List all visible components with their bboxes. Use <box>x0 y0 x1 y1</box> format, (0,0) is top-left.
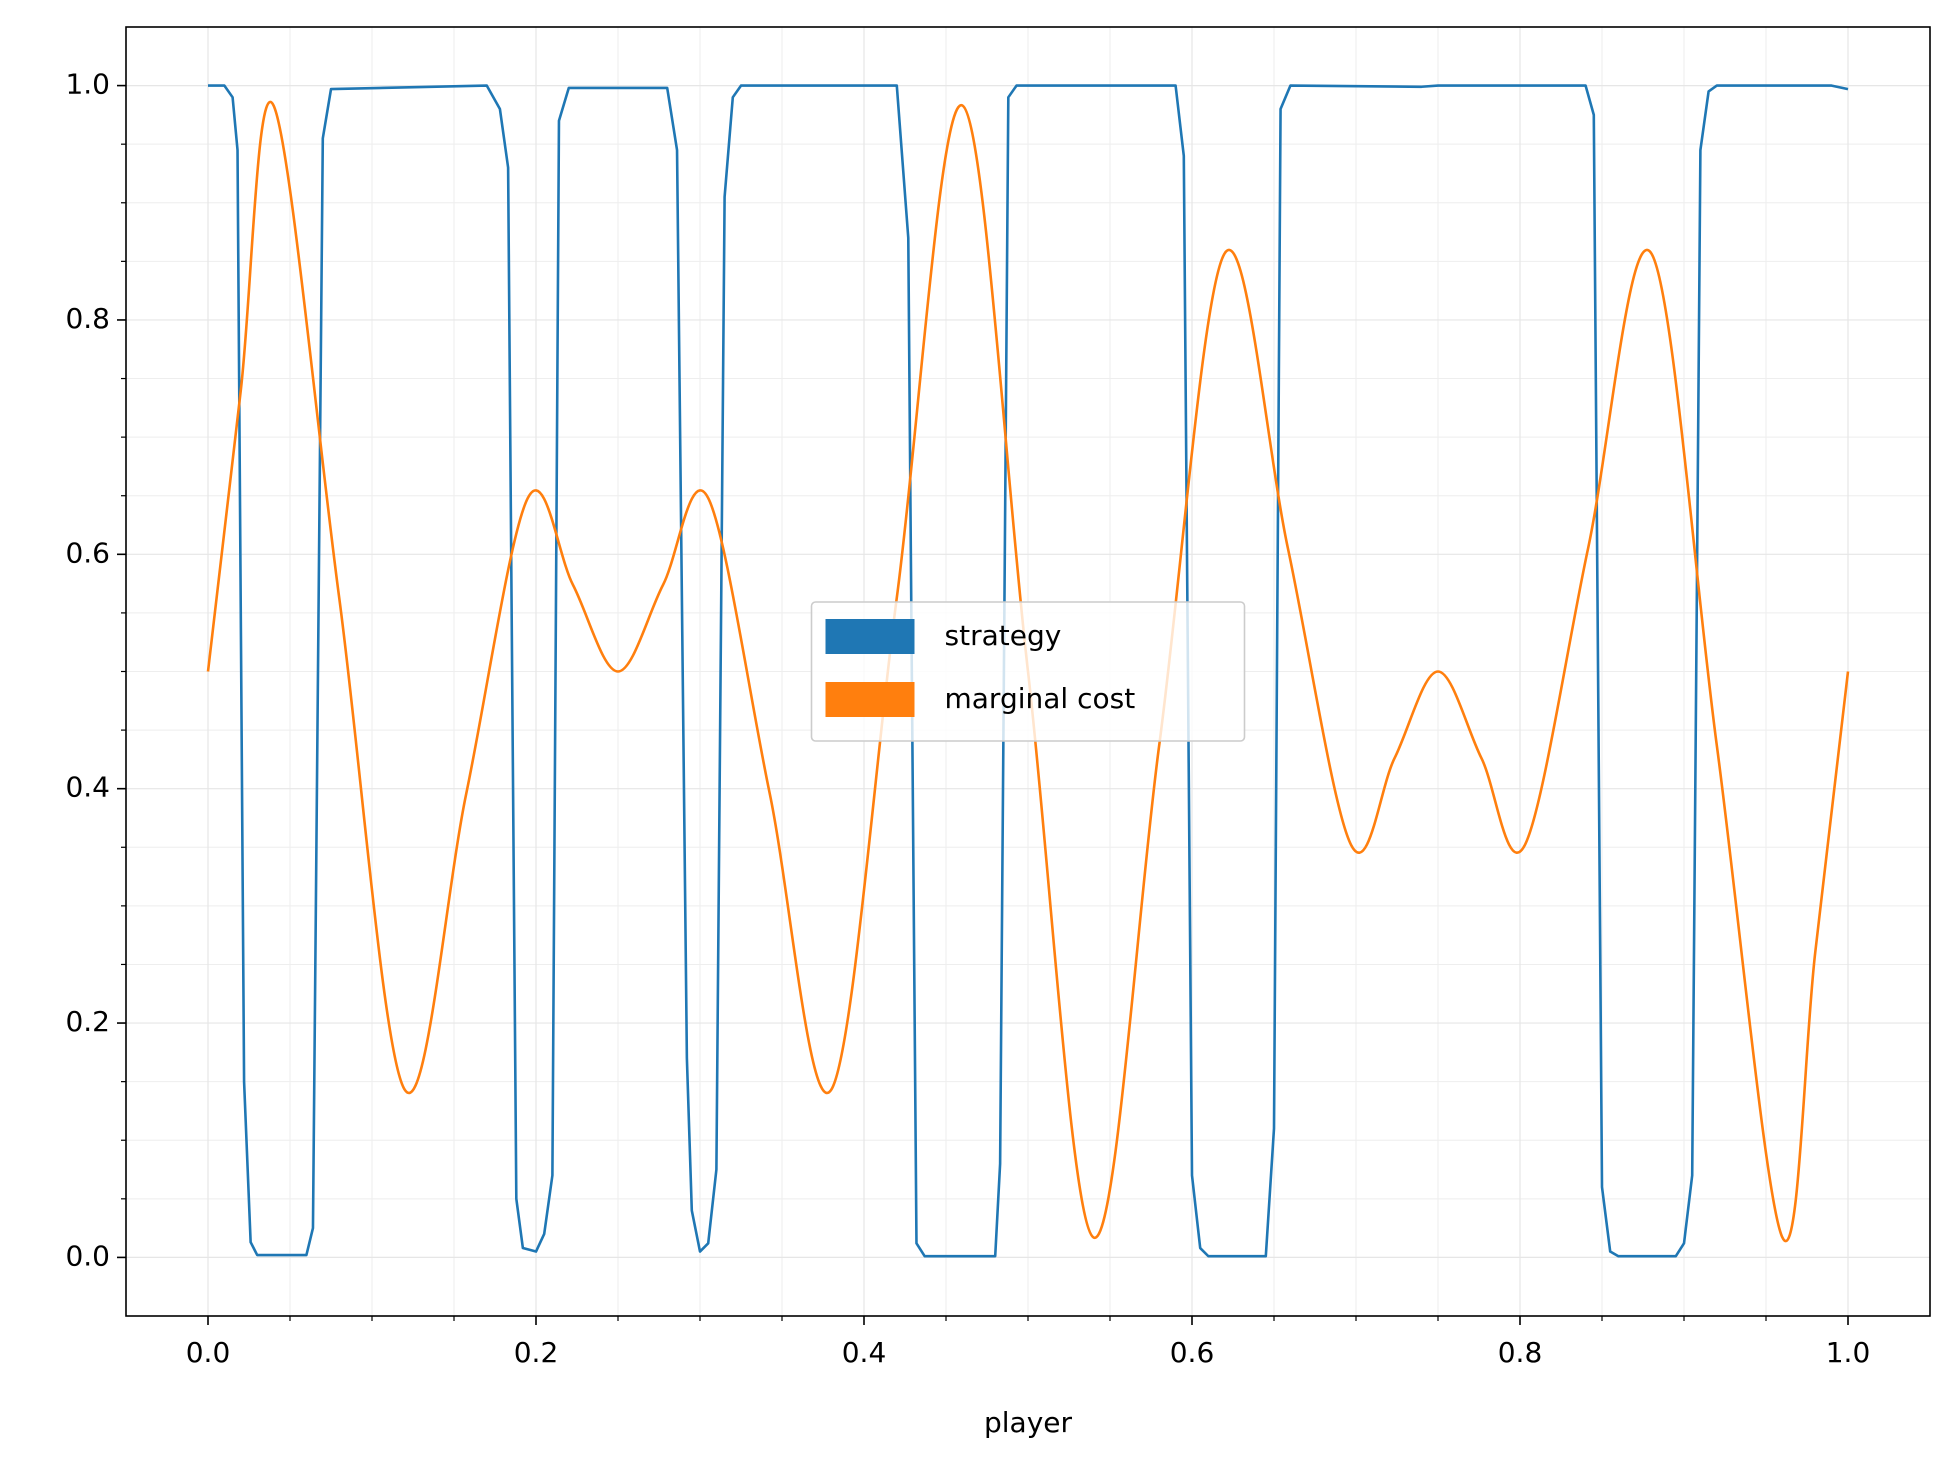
legend-swatch <box>825 619 915 654</box>
y-tick-label: 1.0 <box>65 68 110 101</box>
x-tick-label: 0.8 <box>1498 1336 1543 1369</box>
x-tick-label: 0.0 <box>186 1336 231 1369</box>
legend-label: marginal cost <box>945 682 1136 715</box>
y-tick-label: 0.2 <box>65 1005 110 1038</box>
legend-box <box>810 601 1246 742</box>
legend-label: strategy <box>945 619 1062 652</box>
plot-frame <box>125 26 1931 1317</box>
y-tick-label: 0.8 <box>65 302 110 335</box>
x-tick-label: 1.0 <box>1826 1336 1871 1369</box>
y-tick-label: 0.4 <box>65 771 110 804</box>
x-tick-label: 0.6 <box>1170 1336 1215 1369</box>
y-tick-label: 0.6 <box>65 536 110 569</box>
x-tick-label: 0.2 <box>514 1336 559 1369</box>
series-line <box>208 84 1849 1258</box>
x-axis-label: player <box>984 1406 1073 1439</box>
x-tick-label: 0.4 <box>842 1336 887 1369</box>
y-tick-label: 0.0 <box>65 1239 110 1272</box>
legend-swatch <box>825 682 915 717</box>
